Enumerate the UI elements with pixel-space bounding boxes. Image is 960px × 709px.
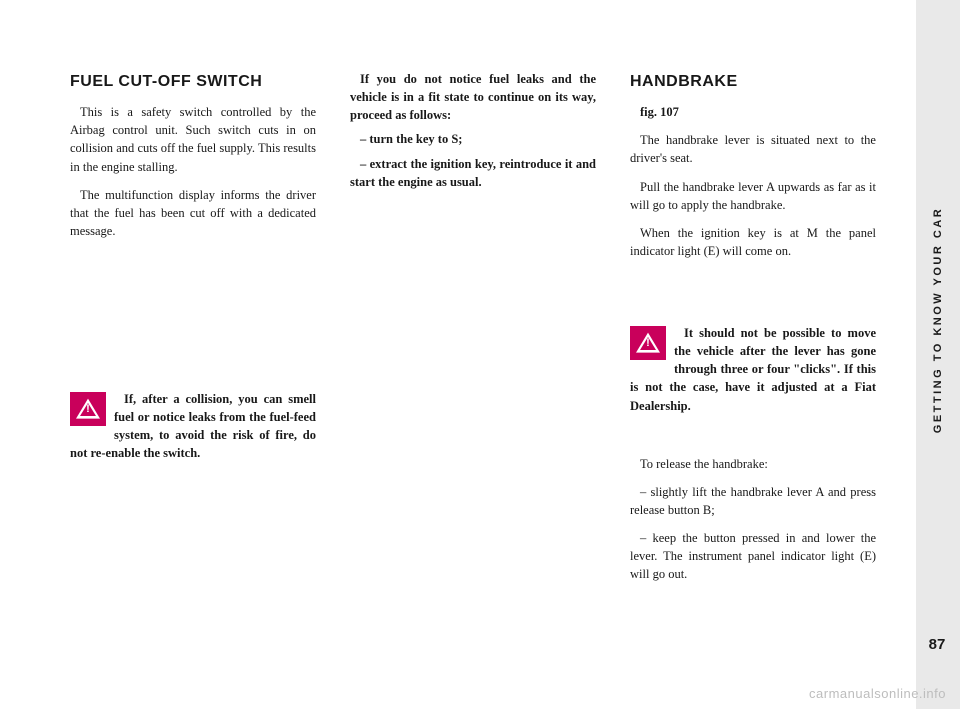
col1-para-2: The multifunction display informs the dr… bbox=[70, 186, 316, 240]
col3-para-5: – slightly lift the handbrake lever A an… bbox=[630, 483, 876, 519]
warning-icon: ! bbox=[630, 326, 666, 360]
column-2: If you do not notice fuel leaks and the … bbox=[350, 70, 596, 669]
spacer bbox=[70, 250, 316, 390]
col3-para-1: The handbrake lever is situated next to … bbox=[630, 131, 876, 167]
sidebar-tab: GETTING TO KNOW YOUR CAR 87 bbox=[916, 0, 960, 709]
col2-para-3: – extract the ignition key, reintroduce … bbox=[350, 155, 596, 191]
column-1: FUEL CUT-OFF SWITCH This is a safety swi… bbox=[70, 70, 316, 669]
manual-page: FUEL CUT-OFF SWITCH This is a safety swi… bbox=[0, 0, 960, 709]
sidebar-label-wrap: GETTING TO KNOW YOUR CAR bbox=[922, 30, 954, 609]
spacer bbox=[630, 270, 876, 324]
warning-icon: ! bbox=[70, 392, 106, 426]
col2-para-1: If you do not notice fuel leaks and the … bbox=[350, 70, 596, 124]
col3-para-3: When the ignition key is at M the panel … bbox=[630, 224, 876, 260]
heading-fuel-cutoff: FUEL CUT-OFF SWITCH bbox=[70, 70, 316, 93]
figure-reference: fig. 107 bbox=[630, 103, 876, 121]
col1-para-1: This is a safety switch controlled by th… bbox=[70, 103, 316, 176]
col3-para-2: Pull the handbrake lever A upwards as fa… bbox=[630, 178, 876, 214]
watermark-text: carmanualsonline.info bbox=[809, 686, 946, 701]
warning-block-fuel: ! If, after a collision, you can smell f… bbox=[70, 390, 316, 469]
heading-handbrake: HANDBRAKE bbox=[630, 70, 876, 93]
col3-warning-text: It should not be possible to move the ve… bbox=[630, 324, 876, 415]
page-number: 87 bbox=[922, 636, 952, 653]
col3-para-4: To release the handbrake: bbox=[630, 455, 876, 473]
col2-bold-block: If you do not notice fuel leaks and the … bbox=[350, 70, 596, 197]
sidebar-section-label: GETTING TO KNOW YOUR CAR bbox=[932, 206, 944, 432]
col2-para-2: – turn the key to S; bbox=[350, 130, 596, 148]
content-area: FUEL CUT-OFF SWITCH This is a safety swi… bbox=[0, 0, 916, 709]
col1-warning-text: If, after a collision, you can smell fue… bbox=[70, 390, 316, 463]
spacer bbox=[630, 421, 876, 455]
column-3: HANDBRAKE fig. 107 The handbrake lever i… bbox=[630, 70, 876, 669]
col3-para-6: – keep the button pressed in and lower t… bbox=[630, 529, 876, 583]
warning-block-handbrake: ! It should not be possible to move the … bbox=[630, 324, 876, 421]
